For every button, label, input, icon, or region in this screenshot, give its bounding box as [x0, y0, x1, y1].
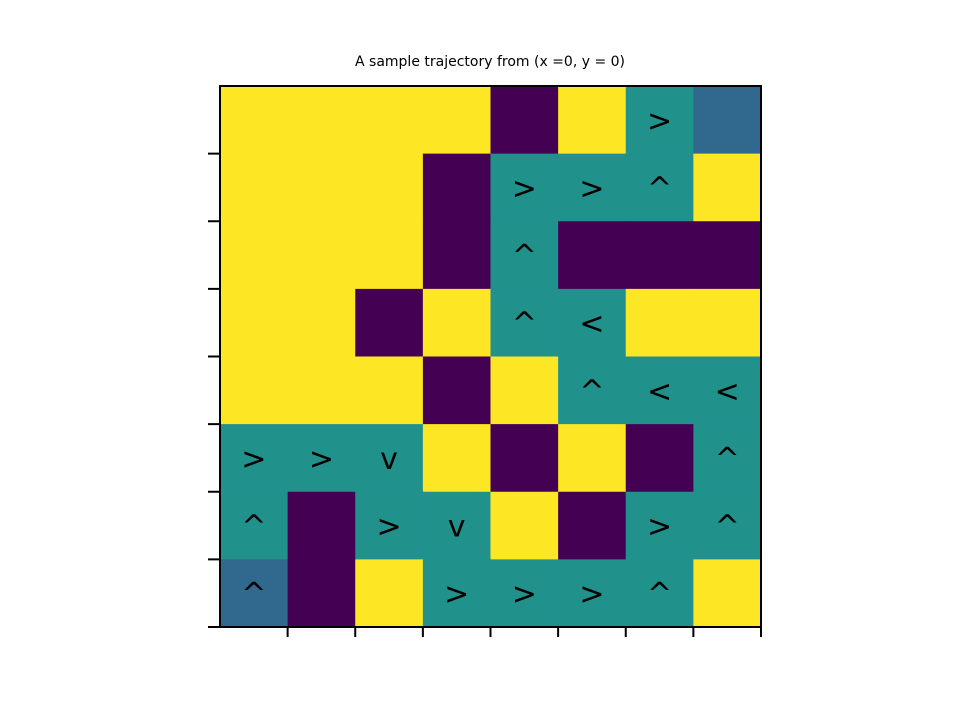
heatmap-cell-r3-c2 — [355, 288, 424, 358]
heatmap-cell-r2-c1 — [287, 221, 356, 290]
trajectory-arrow-r4-c7: < — [715, 374, 740, 409]
trajectory-arrow-r1-c4: > — [512, 171, 537, 206]
heatmap-cells — [220, 86, 762, 628]
heatmap-cell-r4-c0 — [220, 356, 289, 425]
heatmap-cell-r0-c0 — [220, 86, 289, 155]
heatmap-cell-r2-c6 — [625, 221, 694, 290]
heatmap-cell-r1-c2 — [355, 153, 424, 222]
trajectory-arrow-r6-c2: > — [376, 510, 401, 545]
heatmap-cell-r1-c4 — [490, 153, 559, 222]
heatmap-cell-r5-c1 — [287, 424, 356, 493]
trajectory-arrow-r6-c7: ^ — [715, 510, 740, 545]
heatmap-cell-r7-c2 — [355, 559, 424, 628]
heatmap-cell-r3-c5 — [558, 288, 627, 358]
heatmap-cell-r6-c2 — [355, 491, 424, 560]
heatmap-cell-r1-c1 — [287, 153, 356, 222]
heatmap-cell-r1-c3 — [422, 153, 492, 222]
trajectory-arrow-r7-c3: > — [444, 577, 469, 612]
heatmap-cell-r0-c3 — [422, 86, 492, 155]
heatmap-cell-r7-c7 — [693, 559, 762, 628]
heatmap-cell-r3-c4 — [490, 288, 559, 358]
heatmap-cell-r3-c0 — [220, 288, 289, 358]
trajectory-arrow-r1-c5: > — [579, 171, 604, 206]
trajectory-arrow-r6-c0: ^ — [241, 510, 266, 545]
heatmap-cell-r0-c7 — [693, 86, 762, 155]
heatmap-cell-r2-c3 — [422, 221, 492, 290]
heatmap-cell-r6-c5 — [558, 491, 627, 560]
heatmap-cell-r4-c4 — [490, 356, 559, 425]
trajectory-arrow-r7-c6: ^ — [647, 577, 672, 612]
heatmap-cell-r7-c3 — [422, 559, 492, 628]
heatmap-cell-r3-c1 — [287, 288, 356, 358]
heatmap-cell-r0-c2 — [355, 86, 424, 155]
heatmap-cell-r7-c0 — [220, 559, 289, 628]
chart-title: A sample trajectory from (x =0, y = 0) — [355, 54, 625, 70]
heatmap-cell-r5-c5 — [558, 424, 627, 493]
heatmap-cell-r0-c1 — [287, 86, 356, 155]
heatmap-cell-r1-c7 — [693, 153, 762, 222]
heatmap-cell-r3-c6 — [625, 288, 694, 358]
trajectory-arrow-r6-c6: > — [647, 510, 672, 545]
trajectory-arrow-r6-c3: v — [448, 510, 466, 545]
heatmap-cell-r2-c2 — [355, 221, 424, 290]
heatmap-cell-r4-c1 — [287, 356, 356, 425]
heatmap-cell-r2-c4 — [490, 221, 559, 290]
trajectory-arrow-r4-c6: < — [647, 374, 672, 409]
heatmap-cell-r5-c4 — [490, 424, 559, 493]
heatmap-cell-r7-c1 — [287, 559, 356, 628]
trajectory-arrow-r5-c2: v — [380, 442, 398, 477]
heatmap-cell-r1-c0 — [220, 153, 289, 222]
trajectory-arrow-r4-c5: ^ — [579, 374, 604, 409]
trajectory-arrow-r3-c4: ^ — [512, 307, 537, 342]
heatmap-cell-r6-c4 — [490, 491, 559, 560]
trajectory-arrow-r1-c6: ^ — [647, 171, 672, 206]
heatmap-cell-r1-c5 — [558, 153, 627, 222]
trajectory-arrows: > > > ^ ^ ^ < ^ < < > > v ^ ^ > v > ^ ^ > > > ^ — [241, 104, 740, 612]
heatmap-cell-r4-c6 — [625, 356, 694, 425]
heatmap-cell-r5-c6 — [625, 424, 694, 493]
heatmap-cell-r0-c4 — [490, 86, 559, 155]
trajectory-arrow-r3-c5: < — [579, 307, 604, 342]
heatmap-cell-r6-c7 — [693, 491, 762, 560]
trajectory-arrow-r7-c4: > — [512, 577, 537, 612]
heatmap-cell-r0-c6 — [625, 86, 694, 155]
trajectory-arrow-r7-c0: ^ — [241, 577, 266, 612]
heatmap-cell-r2-c5 — [558, 221, 627, 290]
heatmap-cell-r6-c6 — [625, 491, 694, 560]
heatmap-cell-r2-c0 — [220, 221, 289, 290]
heatmap-cell-r3-c3 — [422, 288, 492, 358]
trajectory-arrow-r2-c4: ^ — [512, 239, 537, 274]
heatmap-cell-r7-c5 — [558, 559, 627, 628]
trajectory-arrow-r5-c0: > — [241, 442, 266, 477]
plot-frame — [219, 85, 762, 628]
heatmap-cell-r4-c2 — [355, 356, 424, 425]
heatmap-cell-r7-c4 — [490, 559, 559, 628]
heatmap-cell-r6-c0 — [220, 491, 289, 560]
trajectory-arrow-r5-c1: > — [309, 442, 334, 477]
heatmap-cell-r6-c1 — [287, 491, 356, 560]
heatmap-cell-r1-c6 — [625, 153, 694, 222]
heatmap-cell-r5-c3 — [422, 424, 492, 493]
heatmap-cell-r5-c0 — [220, 424, 289, 493]
heatmap-cell-r4-c7 — [693, 356, 762, 425]
heatmap-cell-r5-c7 — [693, 424, 762, 493]
axis-ticks — [208, 152, 762, 637]
heatmap-cell-r0-c5 — [558, 86, 627, 155]
trajectory-arrow-r7-c5: > — [579, 577, 604, 612]
heatmap-cell-r5-c2 — [355, 424, 424, 493]
heatmap-cell-r4-c5 — [558, 356, 627, 425]
heatmap-cell-r6-c3 — [422, 491, 492, 560]
heatmap-cell-r3-c7 — [693, 288, 762, 358]
trajectory-arrow-r0-c6: > — [647, 104, 672, 139]
heatmap-cell-r7-c6 — [625, 559, 694, 628]
heatmap-cell-r4-c3 — [422, 356, 492, 425]
heatmap-cell-r2-c7 — [693, 221, 762, 290]
trajectory-arrow-r5-c7: ^ — [715, 442, 740, 477]
